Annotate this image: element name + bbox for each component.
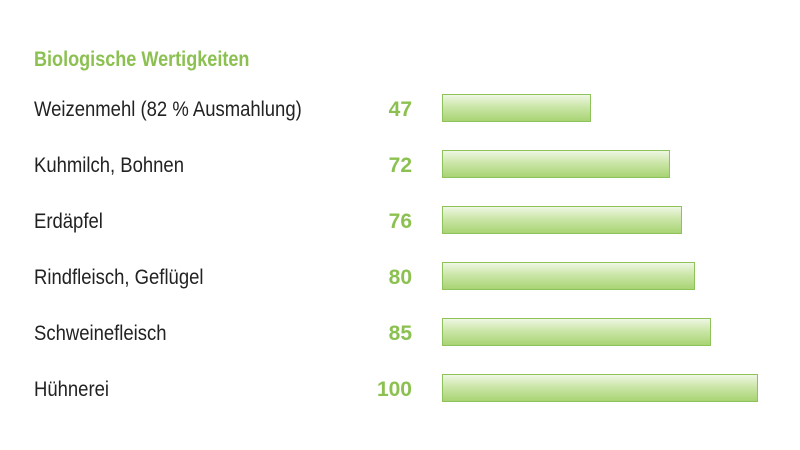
bar — [442, 262, 695, 290]
value-label: 72 — [388, 154, 412, 177]
value-label: 47 — [388, 98, 412, 121]
bar — [442, 150, 670, 178]
chart-row: Hühnerei 100 — [0, 362, 800, 418]
value-label: 100 — [376, 378, 412, 401]
category-label: Rindfleisch, Geflügel — [34, 266, 204, 289]
category-label: Hühnerei — [34, 378, 110, 401]
bar — [442, 94, 591, 122]
bar — [442, 374, 758, 402]
category-label: Erdäpfel — [34, 210, 103, 233]
category-label: Kuhmilch, Bohnen — [34, 154, 184, 177]
bar — [442, 318, 711, 346]
chart-row: Erdäpfel 76 — [0, 194, 800, 250]
value-label: 80 — [388, 266, 412, 289]
category-label: Schweinefleisch — [34, 322, 167, 345]
chart-row: Rindfleisch, Geflügel 80 — [0, 250, 800, 306]
chart-title: Biologische Wertigkeiten — [34, 48, 250, 71]
chart-row: Kuhmilch, Bohnen 72 — [0, 138, 800, 194]
value-label: 85 — [388, 322, 412, 345]
category-label: Weizenmehl (82 % Ausmahlung) — [34, 98, 302, 121]
value-label: 76 — [388, 210, 412, 233]
bar — [442, 206, 682, 234]
chart-row: Weizenmehl (82 % Ausmahlung) 47 — [0, 82, 800, 138]
chart-row: Schweinefleisch 85 — [0, 306, 800, 362]
